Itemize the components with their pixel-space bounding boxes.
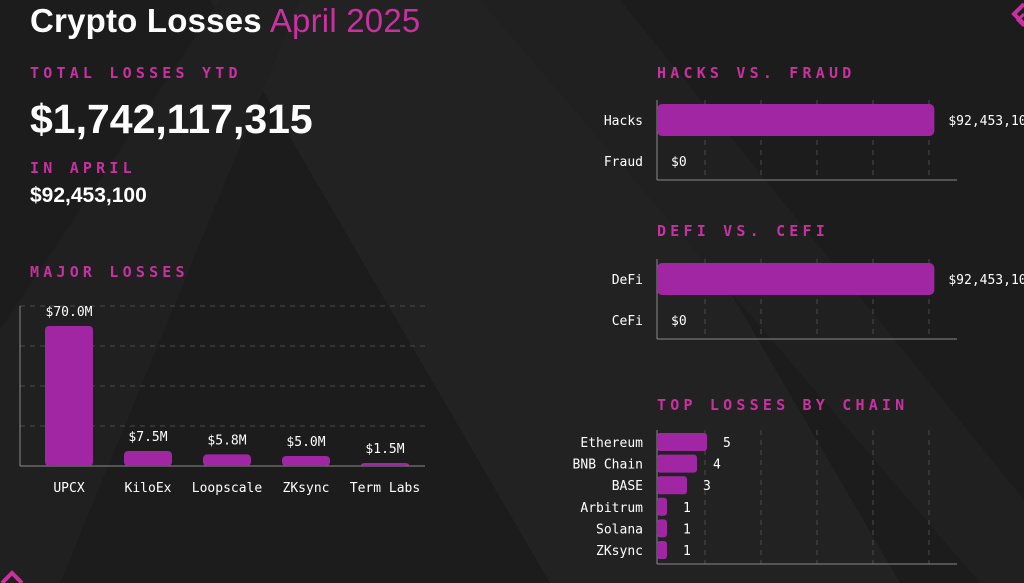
chain-data-label-4: 1 [683, 522, 691, 537]
hacks-data-label-0: $92,453,100 [948, 114, 1024, 129]
chain-bar-3 [657, 497, 667, 516]
defi-vs-cefi-heading: DEFI VS. CEFI [657, 222, 829, 240]
month-losses-label: IN APRIL [30, 159, 136, 177]
top-losses-by-chain-heading: TOP LOSSES BY CHAIN [657, 396, 909, 414]
chain-category-label-4: Solana [596, 522, 643, 537]
chain-category-label-2: BASE [612, 479, 643, 494]
major-category-label-2: Loopscale [192, 481, 263, 496]
title-accent: April 2025 [269, 2, 421, 39]
chain-bar-2 [657, 476, 687, 495]
chain-data-label-0: 5 [723, 436, 731, 451]
total-losses-value: $1,742,117,315 [30, 96, 313, 142]
chain-category-label-0: Ethereum [580, 436, 643, 451]
major-bar-1 [124, 451, 172, 466]
hacks-data-label-1: $0 [671, 155, 687, 170]
chain-data-label-3: 1 [683, 501, 691, 516]
hacks-bar-0 [657, 104, 935, 136]
corner-logo-icon [0, 570, 24, 583]
defi-category-label-1: CeFi [612, 314, 643, 329]
major-data-label-0: $70.0M [46, 305, 93, 320]
major-data-label-2: $5.8M [207, 433, 246, 448]
hacks-vs-fraud-heading: HACKS VS. FRAUD [657, 64, 856, 82]
brand-logo-icon [1011, 2, 1024, 28]
chain-category-label-5: ZKsync [596, 544, 643, 559]
major-data-label-3: $5.0M [286, 435, 325, 450]
major-bar-0 [45, 326, 93, 466]
major-category-label-0: UPCX [53, 481, 84, 496]
title-main: Crypto Losses [30, 2, 262, 39]
major-data-label-4: $1.5M [365, 442, 404, 457]
chain-bar-1 [657, 454, 697, 473]
page-title: Crypto Losses April 2025 [30, 2, 420, 40]
chain-data-label-5: 1 [683, 544, 691, 559]
chain-category-label-3: Arbitrum [580, 501, 643, 516]
major-bar-2 [203, 454, 251, 466]
chain-data-label-1: 4 [713, 458, 721, 473]
defi-bar-0 [657, 263, 935, 295]
major-category-label-1: KiloEx [125, 481, 172, 496]
hacks-category-label-0: Hacks [604, 114, 643, 129]
major-data-label-1: $7.5M [128, 430, 167, 445]
major-bar-3 [282, 456, 330, 466]
defi-data-label-1: $0 [671, 314, 687, 329]
defi-category-label-0: DeFi [612, 273, 643, 288]
major-losses-heading: MAJOR LOSSES [30, 263, 189, 281]
chain-data-label-2: 3 [703, 479, 711, 494]
chain-bar-5 [657, 541, 667, 559]
hacks-category-label-1: Fraud [604, 155, 643, 170]
chain-category-label-1: BNB Chain [573, 458, 643, 473]
major-category-label-3: ZKsync [283, 481, 330, 496]
major-category-label-4: Term Labs [350, 481, 420, 496]
defi-data-label-0: $92,453,100 [948, 273, 1024, 288]
total-losses-label: TOTAL LOSSES YTD [30, 64, 242, 82]
month-losses-value: $92,453,100 [30, 184, 147, 207]
chain-bar-4 [657, 519, 667, 538]
chain-bar-0 [657, 433, 707, 451]
major-bar-4 [361, 463, 409, 466]
